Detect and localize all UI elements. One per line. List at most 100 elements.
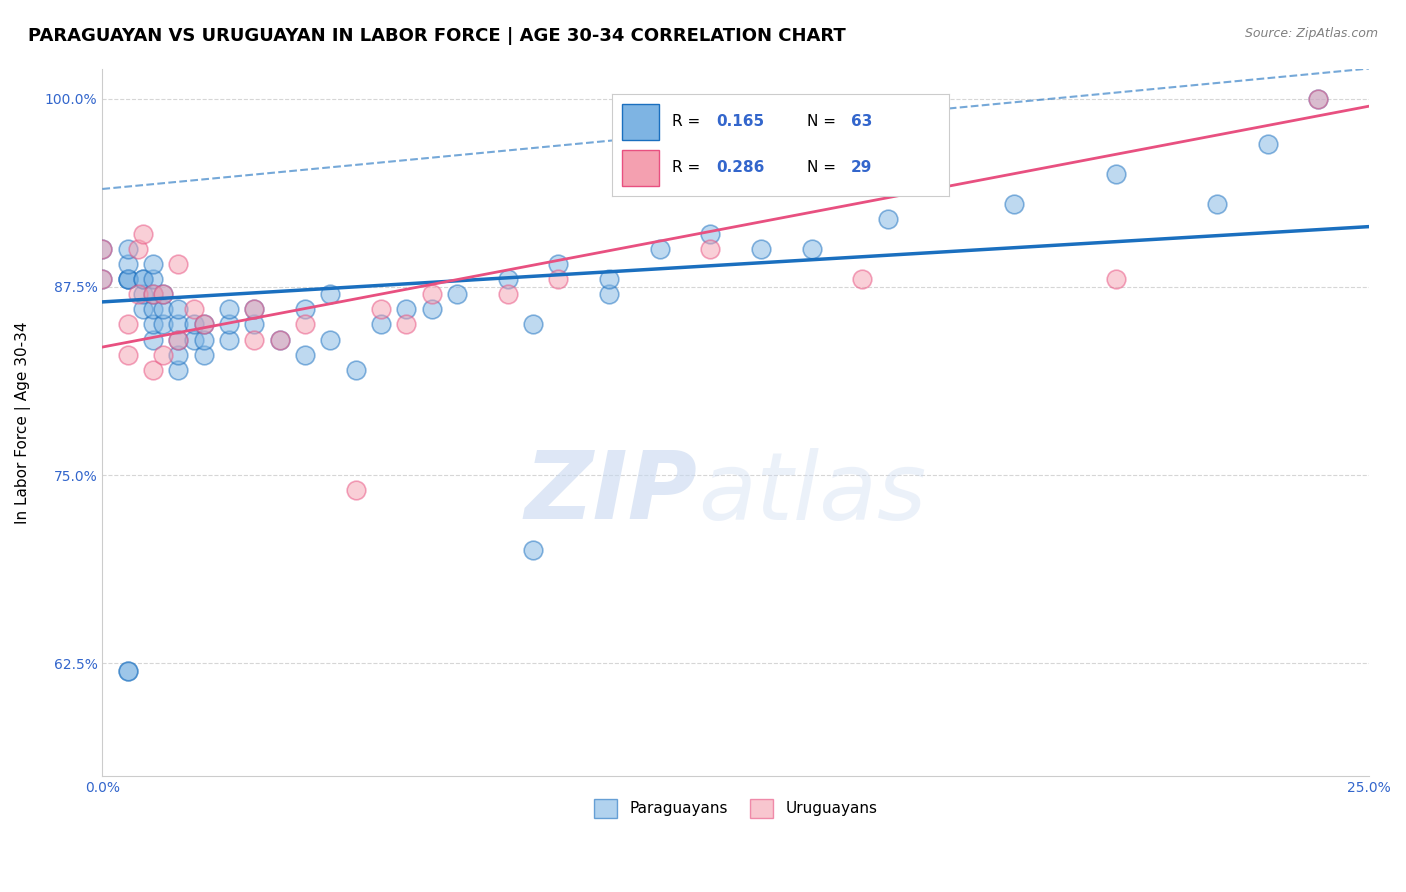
Y-axis label: In Labor Force | Age 30-34: In Labor Force | Age 30-34 <box>15 321 31 524</box>
Point <box>1105 167 1128 181</box>
Point <box>167 348 190 362</box>
Point <box>1206 197 1229 211</box>
Point <box>167 362 190 376</box>
Point <box>117 272 139 286</box>
Text: ZIP: ZIP <box>524 447 697 539</box>
Point <box>370 302 392 317</box>
Point <box>218 302 240 317</box>
Point <box>117 242 139 256</box>
Point <box>395 302 418 317</box>
Point <box>319 333 342 347</box>
Text: 63: 63 <box>851 114 873 128</box>
Point <box>142 287 165 301</box>
Text: PARAGUAYAN VS URUGUAYAN IN LABOR FORCE | AGE 30-34 CORRELATION CHART: PARAGUAYAN VS URUGUAYAN IN LABOR FORCE |… <box>28 27 846 45</box>
Point <box>142 257 165 271</box>
Point <box>547 272 569 286</box>
Point <box>269 333 291 347</box>
Point <box>243 318 266 332</box>
Point <box>117 272 139 286</box>
Point <box>142 362 165 376</box>
Point <box>152 302 174 317</box>
Point <box>243 333 266 347</box>
Point <box>167 318 190 332</box>
Point <box>183 318 205 332</box>
Point <box>547 257 569 271</box>
Point <box>699 242 721 256</box>
Legend: Paraguayans, Uruguayans: Paraguayans, Uruguayans <box>586 791 886 825</box>
Point <box>598 287 620 301</box>
Point <box>218 318 240 332</box>
Text: 0.286: 0.286 <box>716 160 765 175</box>
Point <box>132 272 155 286</box>
Point <box>294 348 316 362</box>
Text: R =: R = <box>672 160 706 175</box>
Point <box>193 333 215 347</box>
Point <box>218 333 240 347</box>
Point <box>420 302 443 317</box>
Text: 29: 29 <box>851 160 873 175</box>
Text: R =: R = <box>672 114 706 128</box>
Point <box>127 242 149 256</box>
Point <box>142 287 165 301</box>
Point <box>344 362 367 376</box>
Text: Source: ZipAtlas.com: Source: ZipAtlas.com <box>1244 27 1378 40</box>
Point <box>1308 92 1330 106</box>
Point <box>648 242 671 256</box>
Point <box>132 287 155 301</box>
Point <box>183 333 205 347</box>
Point <box>117 257 139 271</box>
Point <box>699 227 721 241</box>
Point <box>243 302 266 317</box>
Point <box>344 483 367 497</box>
Point <box>876 212 898 227</box>
Point <box>319 287 342 301</box>
Point <box>370 318 392 332</box>
Point <box>800 242 823 256</box>
Point <box>91 242 114 256</box>
Point <box>132 272 155 286</box>
FancyBboxPatch shape <box>621 104 659 140</box>
Point <box>420 287 443 301</box>
Point <box>91 242 114 256</box>
Point <box>749 242 772 256</box>
Point <box>395 318 418 332</box>
Point <box>294 318 316 332</box>
Point <box>522 543 544 558</box>
Point <box>193 348 215 362</box>
Point <box>117 272 139 286</box>
Point <box>167 257 190 271</box>
Point <box>152 287 174 301</box>
Point <box>269 333 291 347</box>
Point <box>1004 197 1026 211</box>
Text: N =: N = <box>807 114 841 128</box>
Point <box>167 333 190 347</box>
Point <box>1308 92 1330 106</box>
FancyBboxPatch shape <box>621 150 659 186</box>
Point <box>851 272 873 286</box>
Point <box>127 287 149 301</box>
Point <box>183 302 205 317</box>
Point <box>142 272 165 286</box>
Text: 0.165: 0.165 <box>716 114 765 128</box>
Point <box>117 318 139 332</box>
Point <box>167 333 190 347</box>
Point <box>91 272 114 286</box>
Point <box>598 272 620 286</box>
Point <box>243 302 266 317</box>
Point <box>142 333 165 347</box>
Point <box>522 318 544 332</box>
Text: N =: N = <box>807 160 841 175</box>
Point <box>496 287 519 301</box>
Point <box>152 348 174 362</box>
Point <box>193 318 215 332</box>
Point <box>142 318 165 332</box>
Text: atlas: atlas <box>697 448 927 539</box>
Point <box>167 302 190 317</box>
Point <box>152 318 174 332</box>
Point <box>117 664 139 678</box>
Point <box>142 302 165 317</box>
Point <box>132 227 155 241</box>
Point <box>152 287 174 301</box>
Point <box>1105 272 1128 286</box>
Point <box>496 272 519 286</box>
